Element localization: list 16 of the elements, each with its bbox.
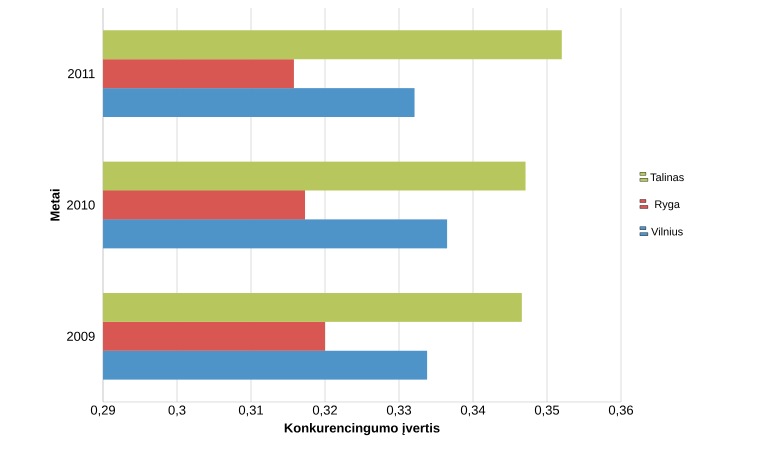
x-tick-label: 0,32 xyxy=(312,406,337,416)
x-tick-label: 0,35 xyxy=(534,406,560,416)
legend-label: Vilnius xyxy=(651,227,683,236)
legend-label: Ryga xyxy=(655,200,680,210)
x-tick-label: 0,33 xyxy=(386,406,412,416)
y-tick-label: 2009 xyxy=(67,332,95,341)
legend-label: Talinas xyxy=(650,173,684,182)
x-tick-label: 0,29 xyxy=(90,406,115,416)
y-axis-title: Metai xyxy=(50,189,60,221)
y-tick-label: 2011 xyxy=(68,69,95,78)
x-axis-title: Konkurencingumo įvertis xyxy=(284,423,440,436)
x-tick-label: 0,3 xyxy=(168,406,186,416)
x-tick-label: 0,31 xyxy=(238,406,263,416)
x-tick-label: 0,34 xyxy=(460,406,486,416)
x-tick-label: 0,36 xyxy=(608,406,634,416)
y-tick-label: 2010 xyxy=(67,200,95,210)
